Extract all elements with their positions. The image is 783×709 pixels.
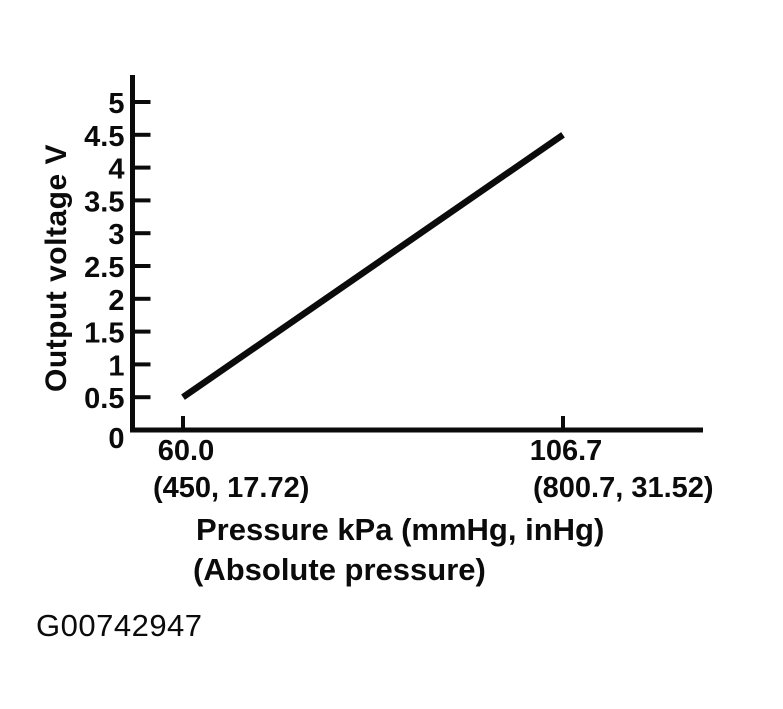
y-tick-label: 0 bbox=[108, 423, 124, 455]
x-tick-sublabel: (800.7, 31.52) bbox=[533, 472, 714, 504]
y-tick-label: 4 bbox=[108, 154, 124, 186]
y-tick-label: 2.5 bbox=[84, 252, 124, 284]
y-tick-label: 5 bbox=[108, 88, 124, 120]
y-tick-label: 2 bbox=[108, 285, 124, 317]
figure-id: G00742947 bbox=[36, 608, 203, 643]
y-tick-label: 3.5 bbox=[84, 186, 124, 218]
y-tick-label: 0.5 bbox=[84, 383, 124, 415]
y-tick-label: 1 bbox=[108, 350, 124, 382]
y-tick-label: 4.5 bbox=[84, 121, 124, 153]
sensor-output-line bbox=[181, 132, 565, 400]
x-tick-sublabel: (450, 17.72) bbox=[153, 472, 309, 504]
x-tick-label: 106.7 bbox=[530, 435, 603, 467]
x-axis-title-line2: (Absolute pressure) bbox=[193, 552, 486, 587]
x-axis-title-line1: Pressure kPa (mmHg, inHg) bbox=[196, 512, 605, 547]
y-axis-title: Output voltage V bbox=[40, 144, 73, 392]
x-tick-label: 60.0 bbox=[158, 435, 214, 467]
y-tick-label: 1.5 bbox=[84, 318, 124, 350]
y-tick-label: 3 bbox=[108, 219, 124, 251]
